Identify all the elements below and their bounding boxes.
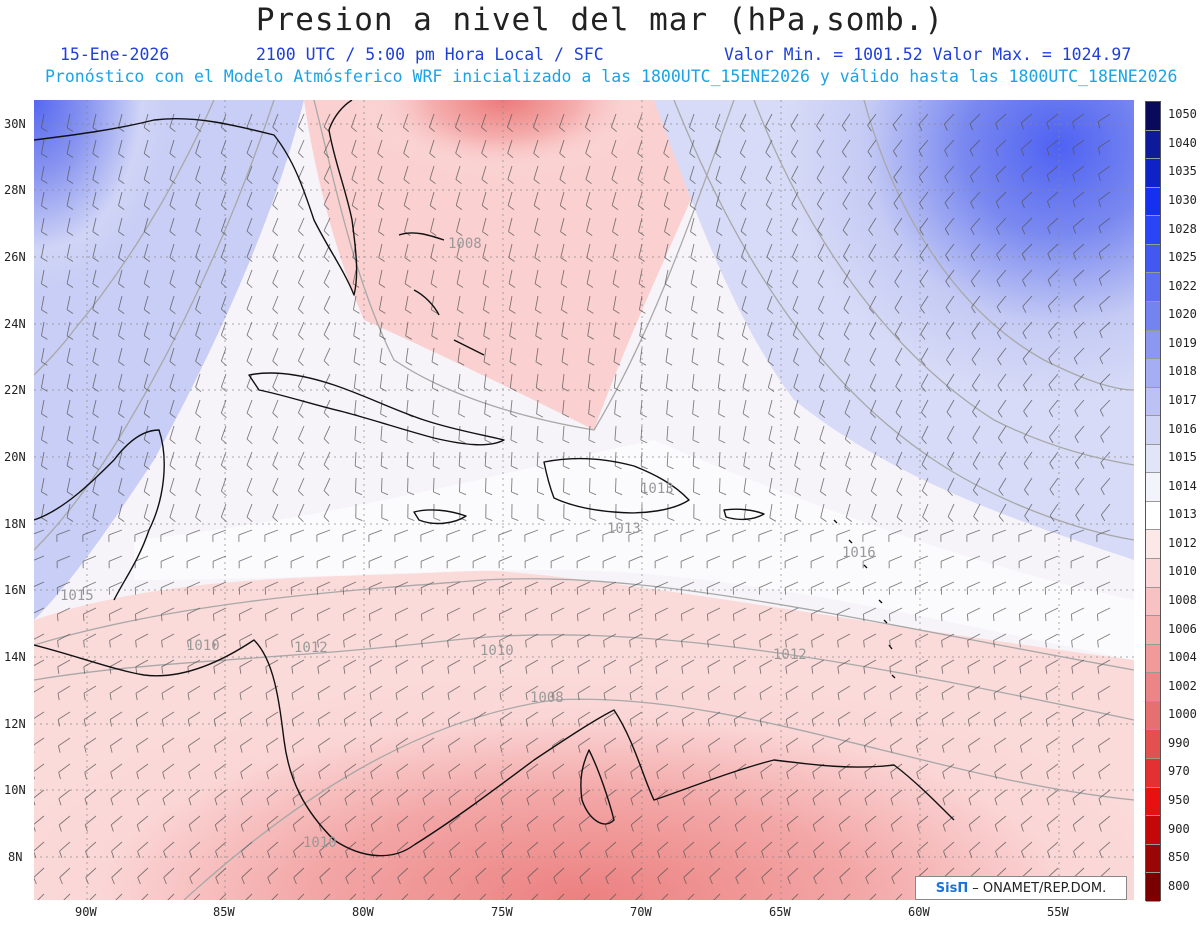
contour-label: 1012 (773, 647, 807, 663)
lon-label: 85W (213, 905, 235, 919)
lat-label: 10N (4, 783, 26, 797)
lat-label: 20N (4, 450, 26, 464)
lat-label: 12N (4, 717, 26, 731)
colorbar-level-label: 1020 (1168, 307, 1197, 322)
colorbar-swatch (1146, 616, 1160, 645)
pressure-map (34, 100, 1134, 900)
colorbar-swatch (1146, 359, 1160, 388)
colorbar-swatch (1146, 444, 1160, 474)
colorbar-swatch (1146, 559, 1160, 588)
colorbar-swatch (1146, 758, 1160, 788)
colorbar-level-label: 1050 (1168, 107, 1197, 122)
colorbar-level-label: 950 (1168, 793, 1190, 807)
colorbar-level-label: 1014 (1168, 478, 1197, 493)
lon-label: 80W (352, 905, 374, 919)
colorbar-swatch (1146, 216, 1160, 245)
colorbar-level-label: 1015 (1168, 450, 1197, 465)
colorbar-swatch (1146, 473, 1160, 502)
colorbar-swatch (1146, 730, 1160, 759)
colorbar-swatch (1146, 587, 1160, 617)
sistemas-logo: SisΠ (935, 880, 969, 896)
colorbar-swatch (1146, 387, 1160, 417)
lat-label: 22N (4, 383, 26, 397)
lat-label: 16N (4, 583, 26, 597)
colorbar-level-label: 1000 (1168, 707, 1197, 722)
colorbar-level-label: 1012 (1168, 535, 1197, 550)
colorbar-swatch (1146, 244, 1160, 274)
colorbar-level-label: 1025 (1168, 250, 1197, 265)
colorbar-swatch (1146, 330, 1160, 360)
credit-text: – ONAMET/REP.DOM. (972, 880, 1107, 896)
lon-label: 65W (769, 905, 791, 919)
colorbar-level-label: 1022 (1168, 278, 1197, 293)
contour-label: 1010 (186, 638, 220, 654)
contour-label: 1015 (60, 588, 94, 604)
lon-label: 75W (491, 905, 513, 919)
colorbar-level-label: 1008 (1168, 593, 1197, 607)
colorbar-swatch (1146, 130, 1160, 160)
colorbar-swatch (1146, 644, 1160, 674)
colorbar-swatch (1146, 273, 1160, 302)
contour-label: 1010 (480, 643, 514, 659)
colorbar-level-label: 1030 (1168, 193, 1197, 207)
colorbar-swatch (1146, 673, 1160, 702)
colorbar-level-label: 1028 (1168, 221, 1197, 236)
colorbar-swatch (1146, 187, 1160, 217)
colorbar-swatch (1146, 873, 1160, 902)
colorbar-level-label: 970 (1168, 764, 1190, 779)
colorbar-level-label: 1017 (1168, 393, 1197, 407)
credit-box: SisΠ – ONAMET/REP.DOM. (915, 876, 1127, 900)
colorbar-level-label: 1016 (1168, 421, 1197, 436)
colorbar-level-label: 1002 (1168, 678, 1197, 693)
colorbar-swatch (1146, 787, 1160, 817)
lon-label: 70W (630, 905, 652, 919)
colorbar-swatch (1146, 416, 1160, 445)
colorbar-level-label: 850 (1168, 850, 1190, 865)
colorbar-level-label: 1013 (1168, 507, 1197, 522)
colorbar-level-label: 900 (1168, 821, 1190, 836)
contour-label: 1008 (448, 236, 482, 252)
colorbar-level-label: 1006 (1168, 621, 1197, 636)
colorbar-swatch (1146, 102, 1160, 131)
colorbar-swatch (1146, 844, 1160, 874)
contour-label: 1013 (640, 481, 674, 497)
colorbar-swatch (1146, 301, 1160, 331)
colorbar-level-label: 1010 (1168, 564, 1197, 579)
colorbar-level-label: 800 (1168, 878, 1190, 893)
colorbar-level-label: 1035 (1168, 164, 1197, 179)
colorbar-level-label: 1019 (1168, 335, 1197, 350)
colorbar-level-label: 990 (1168, 735, 1190, 750)
contour-label: 1013 (607, 521, 641, 537)
lat-label: 14N (4, 650, 26, 664)
colorbar-swatch (1146, 159, 1160, 188)
colorbar-swatch (1146, 701, 1160, 731)
contour-label: 1008 (530, 690, 564, 706)
colorbar-swatch (1146, 816, 1160, 845)
lat-label: 28N (4, 183, 26, 197)
lat-label: 26N (4, 250, 26, 264)
colorbar-swatch (1146, 530, 1160, 559)
model-info: Pronóstico con el Modelo Atmósferico WRF… (45, 67, 1178, 86)
pressure-colorbar (1145, 101, 1161, 902)
forecast-date: 15-Ene-2026 (60, 45, 170, 64)
contour-label: 1012 (294, 640, 328, 656)
colorbar-level-label: 1004 (1168, 650, 1197, 665)
lat-label: 18N (4, 517, 26, 531)
lon-label: 55W (1047, 905, 1069, 919)
lon-label: 90W (75, 905, 97, 919)
contour-label: 1016 (842, 545, 876, 561)
min-max-values: Valor Min. = 1001.52 Valor Max. = 1024.9… (724, 45, 1132, 64)
lon-label: 60W (908, 905, 930, 919)
lat-label: 8N (8, 850, 23, 864)
colorbar-level-label: 1018 (1168, 364, 1197, 379)
map-title: Presion a nivel del mar (hPa,somb.) (255, 2, 945, 38)
colorbar-level-label: 1040 (1168, 135, 1197, 150)
contour-label: 1010 (303, 835, 337, 851)
lat-label: 24N (4, 317, 26, 331)
forecast-time: 2100 UTC / 5:00 pm Hora Local / SFC (256, 45, 604, 64)
colorbar-swatch (1146, 501, 1160, 531)
lat-label: 30N (4, 117, 26, 131)
